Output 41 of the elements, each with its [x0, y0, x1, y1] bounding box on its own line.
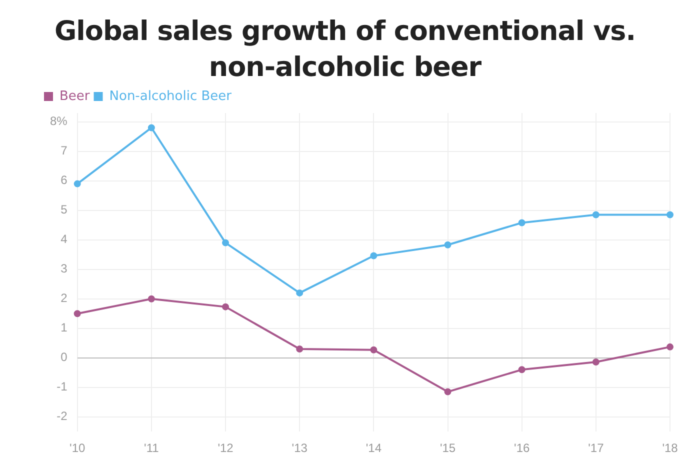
x-tick-label: '10	[70, 441, 86, 456]
point	[518, 219, 526, 226]
point	[296, 346, 304, 352]
point	[666, 211, 674, 218]
y-tick-label: 0	[60, 350, 68, 364]
y-tick-label: 2	[60, 291, 68, 306]
point	[222, 239, 230, 246]
point	[74, 310, 81, 318]
x-tick-label: '15	[440, 441, 456, 456]
x-tick-label: '14	[366, 441, 382, 456]
x-tick-label: '17	[588, 441, 604, 456]
x-tick-label: '12	[218, 441, 234, 456]
point	[148, 295, 155, 302]
y-tick-label: 7	[60, 144, 68, 158]
y-tick-label: 8%	[50, 114, 68, 128]
y-tick-label: 4	[60, 232, 68, 246]
y-tick-label: -1	[56, 380, 68, 394]
legend-label: Non-alcoholic Beer	[109, 88, 232, 104]
point	[444, 388, 452, 396]
point	[370, 346, 378, 354]
y-tick-label: 3	[60, 262, 68, 276]
x-tick-label: '16	[514, 441, 530, 456]
y-tick-label: 1	[60, 320, 68, 335]
point	[666, 343, 674, 350]
chart-title: Global sales growth of conventional vs. non-alcoholic beer	[54, 15, 636, 85]
x-tick-label: '18	[662, 441, 678, 456]
y-tick-label: -2	[56, 409, 68, 424]
y-tick-label: 6	[60, 173, 68, 188]
legend-label: Beer	[60, 88, 90, 104]
x-tick-label: '11	[144, 441, 160, 456]
point	[222, 303, 230, 310]
point	[296, 289, 304, 296]
point	[444, 241, 452, 248]
point	[148, 124, 155, 132]
x-tick-label: '13	[292, 441, 308, 456]
point	[518, 366, 526, 374]
y-tick-label: 5	[60, 202, 68, 217]
point	[74, 180, 81, 188]
point	[370, 252, 378, 260]
point	[592, 211, 600, 218]
point	[592, 358, 600, 366]
